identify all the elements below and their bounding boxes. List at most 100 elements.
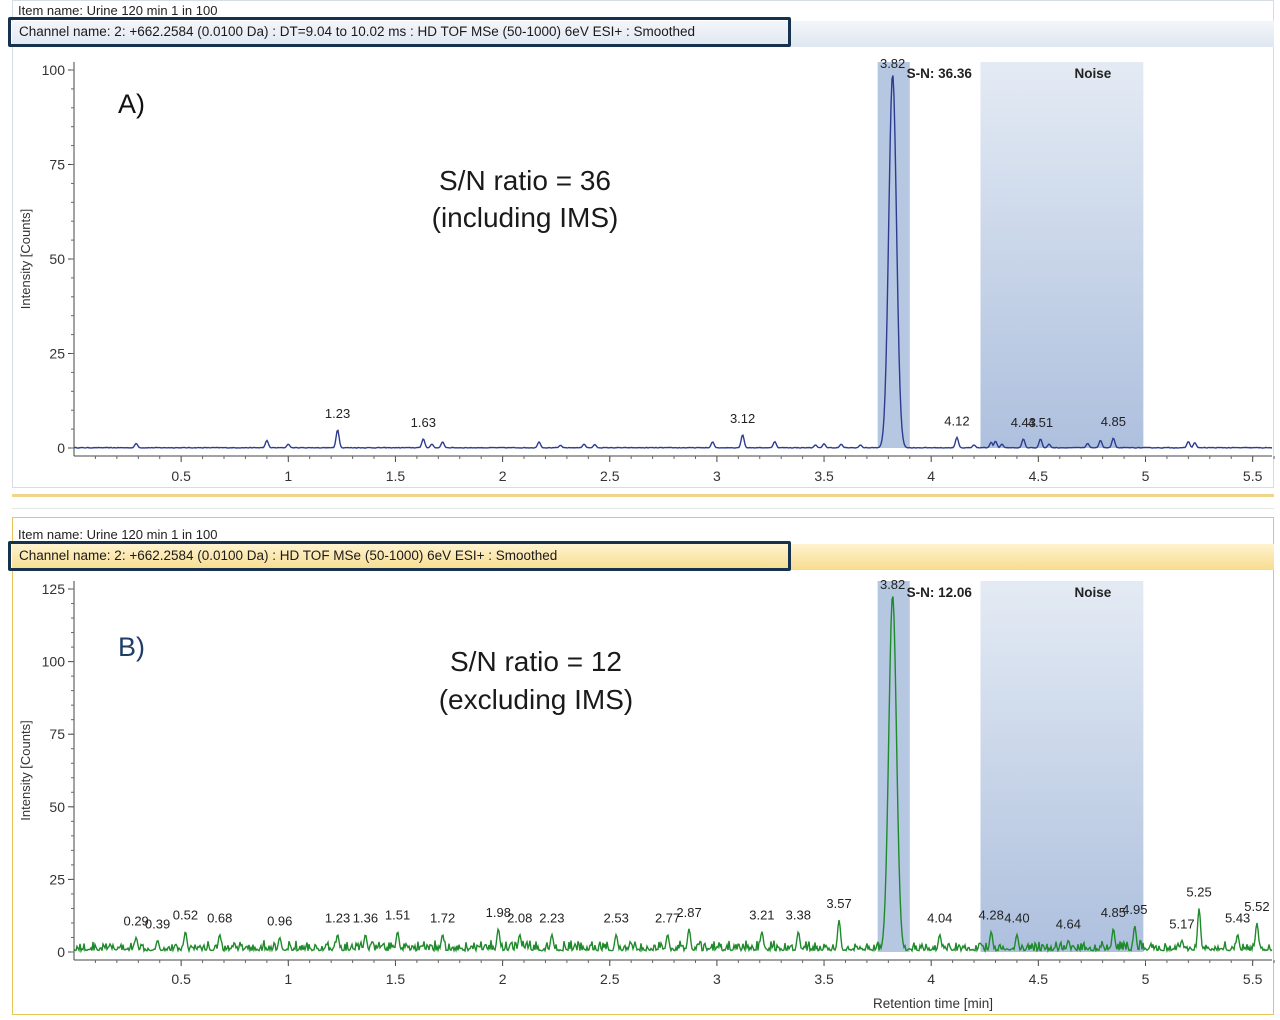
panel-a-item-name: Item name: Urine 120 min 1 in 100 — [18, 3, 218, 16]
y-tick-label: 100 — [42, 654, 66, 670]
peak-label: 1.36 — [353, 911, 378, 926]
x-tick-label: 4 — [927, 971, 935, 987]
x-tick-label: 1 — [284, 468, 292, 484]
peak-label: 4.64 — [1056, 916, 1081, 931]
peak-label: 2.87 — [676, 905, 701, 920]
peak-label: 1.23 — [325, 406, 350, 421]
x-tick-label: 1 — [284, 971, 292, 987]
x-tick-label: 3 — [713, 468, 721, 484]
annotation-line1: S/N ratio = 12 — [450, 646, 622, 677]
peak-label: 0.39 — [145, 916, 170, 931]
peak-label: 5.17 — [1169, 916, 1194, 931]
peak-label: 1.63 — [411, 415, 436, 430]
y-tick-label: 25 — [49, 346, 65, 362]
annotation-line2: (including IMS) — [432, 202, 619, 233]
x-tick-label: 5.5 — [1243, 971, 1263, 987]
peak-label: 2.23 — [539, 911, 564, 926]
peak-label: 4.85 — [1101, 414, 1126, 429]
x-tick-label: 0.5 — [171, 468, 191, 484]
peak-label: 1.72 — [430, 911, 455, 926]
chromatogram-trace — [73, 75, 1273, 449]
peak-label: 3.12 — [730, 411, 755, 426]
noise-region — [980, 62, 1144, 448]
y-tick-label: 75 — [49, 726, 65, 742]
x-tick-label: 3.5 — [814, 971, 834, 987]
panel-a-channel-name: Channel name: 2: +662.2584 (0.0100 Da) :… — [8, 17, 791, 47]
y-tick-label: 25 — [49, 871, 65, 887]
panel-b-item-name: Item name: Urine 120 min 1 in 100 — [18, 527, 218, 540]
signal-region — [877, 62, 910, 448]
panel-a-frame — [12, 0, 1274, 488]
peak-label: 0.96 — [267, 913, 292, 928]
peak-label: 3.21 — [749, 908, 774, 923]
panel-a-channel-bar — [12, 21, 1274, 47]
peak-label: 3.38 — [786, 908, 811, 923]
peak-label: 5.52 — [1244, 899, 1269, 914]
peak-label: 1.98 — [486, 905, 511, 920]
y-axis-label: Intensity [Counts] — [18, 209, 33, 309]
y-tick-label: 75 — [49, 157, 65, 173]
noise-region — [980, 581, 1144, 952]
noise-label: Noise — [1074, 66, 1111, 81]
peak-label: 4.51 — [1028, 415, 1053, 430]
panel-separator — [12, 494, 1274, 497]
peak-label: 2.08 — [507, 911, 532, 926]
peak-label: 0.68 — [207, 911, 232, 926]
peak-label: 3.82 — [880, 577, 905, 592]
x-tick-label: 0.5 — [171, 971, 191, 987]
x-tick-label: 3.5 — [814, 468, 834, 484]
y-tick-label: 50 — [49, 251, 65, 267]
y-tick-label: 125 — [42, 581, 66, 597]
y-tick-label: 50 — [49, 799, 65, 815]
peak-label: 4.43 — [1011, 415, 1036, 430]
signal-region — [877, 581, 910, 952]
x-tick-label: 2 — [499, 468, 507, 484]
annotation-line1: S/N ratio = 36 — [439, 165, 611, 196]
panel-divider-line — [12, 508, 1274, 509]
panel-label: A) — [118, 89, 145, 119]
peak-label: 3.57 — [826, 896, 851, 911]
peak-label: 2.77 — [655, 911, 680, 926]
peak-label: 4.12 — [944, 413, 969, 428]
panel-b-channel-name: Channel name: 2: +662.2584 (0.0100 Da) :… — [8, 541, 791, 571]
peak-label: 2.53 — [604, 911, 629, 926]
panel-b-frame — [12, 517, 1274, 1015]
peak-label: 4.40 — [1004, 911, 1029, 926]
peak-label: 5.43 — [1225, 911, 1250, 926]
sn-label: S-N: 12.06 — [907, 585, 973, 600]
annotation-line2: (excluding IMS) — [439, 684, 634, 715]
peak-label: 3.82 — [880, 56, 905, 71]
x-tick-label: 4.5 — [1029, 971, 1049, 987]
peak-label: 1.23 — [325, 911, 350, 926]
peak-label: 4.28 — [979, 908, 1004, 923]
panel-label: B) — [118, 632, 145, 662]
x-axis-label: Retention time [min] — [873, 996, 993, 1011]
x-tick-label: 5 — [1142, 468, 1150, 484]
x-tick-label: 1.5 — [386, 468, 406, 484]
y-tick-label: 0 — [57, 944, 65, 960]
x-tick-label: 1.5 — [386, 971, 406, 987]
peak-label: 4.04 — [927, 911, 952, 926]
x-tick-label: 2.5 — [600, 468, 620, 484]
peak-label: 0.52 — [173, 908, 198, 923]
peak-label: 4.95 — [1122, 902, 1147, 917]
y-axis-label: Intensity [Counts] — [18, 720, 33, 820]
peak-label: 0.29 — [123, 913, 148, 928]
noise-label: Noise — [1074, 585, 1111, 600]
x-tick-label: 5 — [1142, 971, 1150, 987]
chart-a: 0 25 50 75 100 0.5 1 1.5 2 2.5 3 3.5 4 4.5 5 5.5 Intensi… — [18, 56, 1275, 484]
chromatogram-trace — [73, 596, 1273, 954]
x-tick-label: 2.5 — [600, 971, 620, 987]
x-tick-label: 5.5 — [1243, 468, 1263, 484]
y-tick-label: 0 — [57, 440, 65, 456]
y-tick-label: 100 — [42, 62, 66, 78]
peak-label: 5.25 — [1186, 884, 1211, 899]
panel-b-channel-bar — [12, 544, 1274, 570]
peak-label: 4.85 — [1101, 905, 1126, 920]
x-tick-label: 2 — [499, 971, 507, 987]
peak-label: 1.51 — [385, 908, 410, 923]
sn-label: S-N: 36.36 — [907, 66, 973, 81]
x-tick-label: 3 — [713, 971, 721, 987]
x-tick-label: 4 — [927, 468, 935, 484]
